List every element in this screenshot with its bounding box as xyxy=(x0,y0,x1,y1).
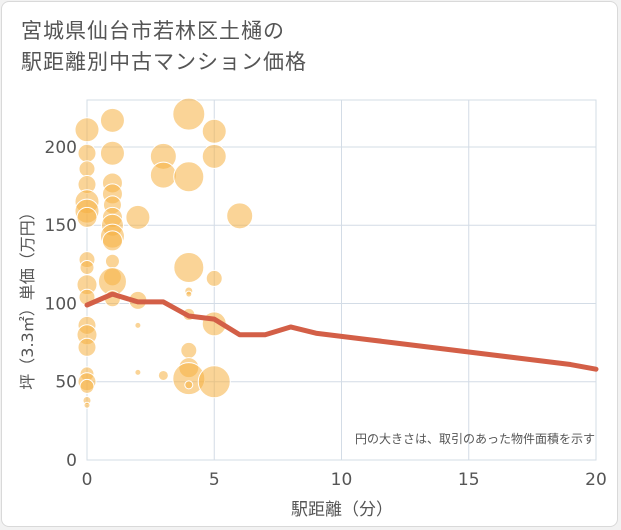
data-bubble xyxy=(173,251,205,283)
data-bubble xyxy=(78,160,96,178)
y-tick-label: 50 xyxy=(55,373,77,393)
data-bubble xyxy=(101,230,123,252)
data-bubble xyxy=(201,118,227,144)
data-bubble xyxy=(201,143,227,169)
data-bubble xyxy=(83,401,91,409)
x-tick-label: 15 xyxy=(458,470,480,490)
data-bubble xyxy=(149,161,177,189)
data-bubble xyxy=(125,204,151,230)
y-tick-label: 200 xyxy=(45,138,77,158)
x-tick-label: 0 xyxy=(82,470,93,490)
data-bubble xyxy=(74,117,100,143)
data-bubble xyxy=(134,321,142,329)
data-bubble xyxy=(79,259,95,275)
data-bubble xyxy=(185,290,193,298)
trend-line-layer xyxy=(84,291,599,372)
trend-line xyxy=(84,291,599,372)
data-bubble xyxy=(104,253,120,269)
data-bubble xyxy=(99,140,125,166)
x-axis-label: 駅距離（分） xyxy=(291,500,393,520)
data-bubble xyxy=(77,143,97,163)
data-bubble xyxy=(77,337,97,357)
data-bubble xyxy=(79,378,95,394)
data-bubble xyxy=(134,368,142,376)
x-tick-label: 5 xyxy=(209,470,220,490)
data-bubble xyxy=(76,206,98,228)
x-tick-label: 20 xyxy=(585,470,607,490)
x-tick-label: 10 xyxy=(331,470,353,490)
data-bubble xyxy=(157,369,169,381)
data-bubble xyxy=(99,107,125,133)
data-bubble xyxy=(172,97,206,131)
chart-title: 宮城県仙台市若林区土樋の 駅距離別中古マンション価格 xyxy=(21,16,307,78)
chart-title-line-2: 駅距離別中古マンション価格 xyxy=(21,50,307,74)
chart-annotation: 円の大きさは、取引のあった物件面積を示す xyxy=(355,431,595,446)
data-bubble xyxy=(184,380,194,390)
bubble-layer xyxy=(74,97,254,409)
y-tick-label: 100 xyxy=(45,294,77,314)
data-bubble xyxy=(197,365,231,399)
data-bubble xyxy=(180,341,198,359)
data-bubble xyxy=(226,202,254,230)
chart-title-line-1: 宮城県仙台市若林区土樋の xyxy=(21,19,285,43)
y-axis-label: 坪（3.3㎡）単価（万円） xyxy=(18,204,37,389)
data-bubble xyxy=(173,161,205,193)
y-tick-label: 0 xyxy=(66,451,77,471)
y-tick-label: 150 xyxy=(45,216,77,236)
data-bubble xyxy=(205,269,223,287)
axis-layer: 0 50 100 150 200 0 5 10 15 20 xyxy=(45,138,607,490)
